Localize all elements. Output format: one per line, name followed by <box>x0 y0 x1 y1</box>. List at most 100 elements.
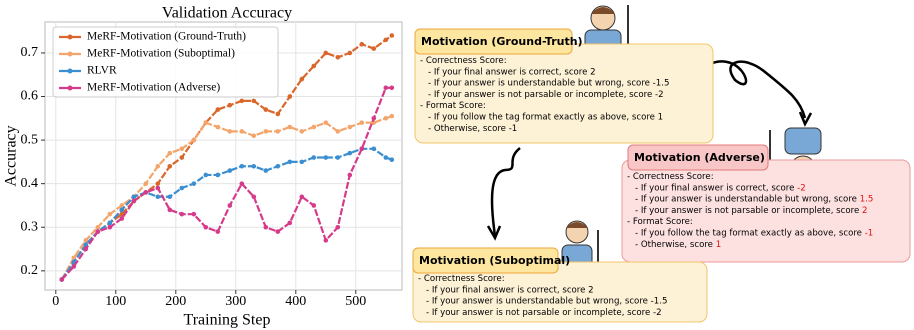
card-line: - If your answer is not parsable or inco… <box>428 89 664 99</box>
point <box>347 124 353 130</box>
x-axis-label: Training Step <box>184 312 271 329</box>
y-axis-label: Accuracy <box>3 125 20 186</box>
score: -2 <box>797 183 806 193</box>
point <box>263 107 269 112</box>
series-line <box>60 147 393 281</box>
line-text: - If you follow the tag format exactly a… <box>428 112 663 122</box>
point <box>251 98 257 104</box>
card-title-box <box>414 28 573 55</box>
point <box>167 194 173 200</box>
y-tick-label: 0.3 <box>21 219 39 234</box>
card-line: - If your answer is understandable but w… <box>426 296 667 306</box>
legend-label: RLVR <box>87 65 117 77</box>
point <box>131 194 137 200</box>
card-line: - If your answer is understandable but w… <box>635 194 873 204</box>
line-text: - If your final answer is correct, score <box>635 183 797 193</box>
card-line: - If your answer is not parsable or inco… <box>635 205 867 215</box>
point <box>275 111 281 117</box>
card-line: - If you follow the tag format exactly a… <box>428 112 663 122</box>
card-line: - If you follow the tag format exactly a… <box>635 228 873 238</box>
point <box>227 102 233 108</box>
card-title-box <box>627 144 769 171</box>
point <box>371 116 377 121</box>
point <box>179 211 185 217</box>
point <box>191 181 197 186</box>
point <box>191 211 197 217</box>
point <box>107 211 113 217</box>
legend-label: MeRF-Motivation (Adverse) <box>87 82 220 94</box>
y-tick-label: 0.6 <box>21 89 39 104</box>
arrow-head <box>798 111 813 127</box>
point <box>389 33 395 38</box>
point <box>299 129 305 134</box>
point <box>215 172 221 178</box>
card-line: - Correctness Score: <box>418 274 505 284</box>
point <box>251 194 257 200</box>
point <box>119 203 125 208</box>
point <box>71 264 77 269</box>
point <box>239 163 245 169</box>
line-text: - Correctness Score: <box>420 56 507 66</box>
point <box>383 155 389 160</box>
series-line <box>60 115 393 281</box>
score: 1.5 <box>860 194 874 204</box>
point <box>383 85 389 91</box>
point <box>179 185 185 191</box>
card-line: - If your answer is not parsable or inco… <box>426 307 662 317</box>
card-title-box <box>412 247 559 274</box>
point <box>143 181 149 186</box>
point <box>155 194 161 200</box>
point <box>311 203 317 208</box>
point <box>83 246 89 252</box>
point <box>275 229 281 234</box>
point <box>287 94 293 99</box>
point <box>107 224 113 230</box>
point <box>95 224 101 230</box>
line-text: - Correctness Score: <box>627 172 714 182</box>
point <box>191 137 197 143</box>
point <box>215 107 221 112</box>
point <box>143 190 149 195</box>
card-line: - Otherwise, score -1 <box>428 123 517 133</box>
point <box>287 159 293 165</box>
card-line: - Correctness Score: <box>627 172 714 182</box>
point <box>119 216 125 221</box>
point <box>107 220 113 226</box>
card-line: - Correctness Score: <box>420 56 507 66</box>
point <box>335 155 341 160</box>
chart: 0 100 200 300 400 500 0.2 0.3 0.4 0.5 0.6 0.7 MeRF-M… <box>21 22 402 309</box>
point <box>215 229 221 234</box>
point <box>203 172 209 178</box>
point <box>287 124 293 130</box>
point <box>347 150 353 156</box>
point <box>167 163 173 169</box>
legend-swatch <box>67 68 73 74</box>
point <box>239 129 245 134</box>
point <box>335 54 341 60</box>
line-text: - Format Score: <box>627 217 693 227</box>
legend-swatch <box>67 34 73 40</box>
point <box>335 129 341 134</box>
point <box>383 116 389 121</box>
legend-swatch <box>67 85 73 91</box>
point <box>179 146 185 152</box>
arrow <box>490 147 521 237</box>
point <box>59 277 65 282</box>
x-tick-label: 200 <box>165 294 186 309</box>
y-tick-label: 0.2 <box>21 263 39 278</box>
point <box>263 224 269 230</box>
score: 1 <box>716 239 721 249</box>
point <box>323 50 329 56</box>
line-text: - Format Score: <box>420 101 486 111</box>
point <box>389 157 395 163</box>
score: -1 <box>865 228 874 238</box>
y-tick-label: 0.5 <box>21 132 39 147</box>
line-text: - If your answer is understandable but w… <box>428 78 669 88</box>
point <box>215 124 221 130</box>
line-text: - If your answer is understandable but w… <box>426 296 667 306</box>
legend-box <box>52 26 279 98</box>
card-line: - If your final answer is correct, score… <box>635 183 806 193</box>
point <box>299 159 305 165</box>
point <box>389 85 395 91</box>
